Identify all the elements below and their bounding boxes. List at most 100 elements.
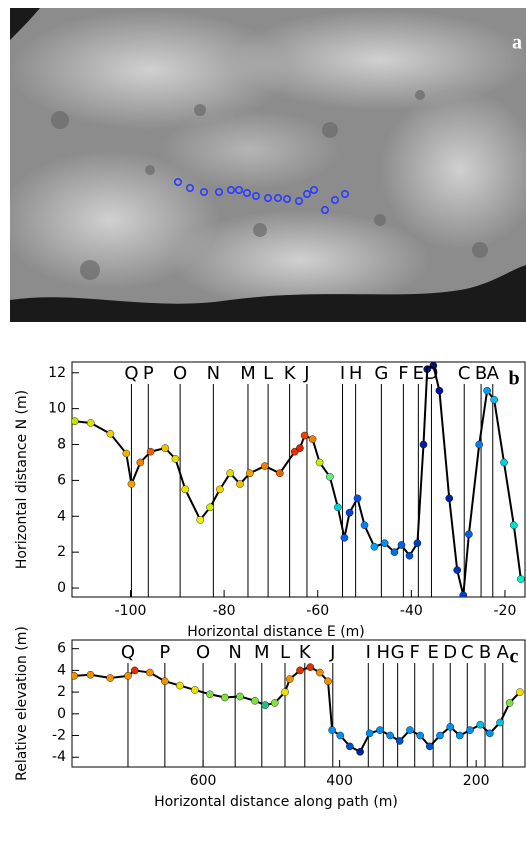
data-point bbox=[426, 743, 433, 750]
data-point bbox=[381, 540, 388, 547]
data-point bbox=[376, 726, 383, 733]
plot-area bbox=[70, 663, 523, 767]
y-tick-label: 10 bbox=[48, 401, 66, 417]
data-point bbox=[454, 566, 461, 573]
surface-image bbox=[0, 8, 526, 322]
data-point bbox=[71, 418, 78, 425]
path-marker-label: F bbox=[398, 363, 408, 384]
y-tick-label: -4 bbox=[52, 749, 66, 765]
data-line bbox=[74, 667, 520, 752]
data-point bbox=[465, 531, 472, 538]
data-point bbox=[236, 693, 243, 700]
path-marker-label: K bbox=[284, 363, 297, 384]
data-point bbox=[486, 730, 493, 737]
data-point bbox=[460, 592, 467, 599]
data-point bbox=[341, 534, 348, 541]
data-point bbox=[236, 480, 243, 487]
data-point bbox=[510, 522, 517, 529]
data-point bbox=[271, 699, 278, 706]
data-point bbox=[172, 455, 179, 462]
data-point bbox=[131, 667, 138, 674]
data-point bbox=[281, 689, 288, 696]
path-marker-label: K bbox=[299, 642, 312, 663]
data-point bbox=[326, 473, 333, 480]
path-marker-label: J bbox=[303, 363, 309, 384]
path-marker-label: D bbox=[425, 363, 439, 384]
x-tick-label: -40 bbox=[400, 603, 423, 619]
data-point bbox=[414, 540, 421, 547]
data-line bbox=[75, 366, 521, 596]
path-marker-label: C bbox=[458, 363, 471, 384]
path-marker-label: I bbox=[366, 642, 371, 663]
data-point bbox=[161, 678, 168, 685]
x-axis-title: Horizontal distance along path (m) bbox=[154, 794, 398, 810]
data-point bbox=[491, 396, 498, 403]
data-point bbox=[436, 732, 443, 739]
path-marker-label: A bbox=[487, 363, 500, 384]
data-point bbox=[316, 669, 323, 676]
data-point bbox=[227, 470, 234, 477]
x-tick-label: -100 bbox=[115, 603, 147, 619]
data-point bbox=[124, 672, 131, 679]
path-marker-label: E bbox=[413, 363, 424, 384]
path-marker-label: C bbox=[461, 642, 474, 663]
data-point bbox=[466, 726, 473, 733]
data-point bbox=[406, 726, 413, 733]
data-point bbox=[398, 541, 405, 548]
data-point bbox=[396, 737, 403, 744]
data-point bbox=[251, 697, 258, 704]
path-marker-label: F bbox=[410, 642, 420, 663]
data-point bbox=[324, 678, 331, 685]
data-point bbox=[371, 543, 378, 550]
y-axis-title: Relative elevation (m) bbox=[14, 626, 30, 781]
data-point bbox=[261, 462, 268, 469]
data-point bbox=[191, 686, 198, 693]
data-point bbox=[484, 387, 491, 394]
data-point bbox=[516, 689, 523, 696]
data-point bbox=[309, 436, 316, 443]
path-marker-label: L bbox=[280, 642, 290, 663]
data-point bbox=[446, 495, 453, 502]
y-tick-label: 0 bbox=[57, 706, 66, 722]
path-marker-label: A bbox=[497, 642, 510, 663]
path-marker-label: N bbox=[207, 363, 220, 384]
data-point bbox=[182, 486, 189, 493]
path-marker-label: H bbox=[349, 363, 363, 384]
path-marker-label: B bbox=[479, 642, 491, 663]
path-marker-label: H bbox=[377, 642, 391, 663]
data-point bbox=[337, 732, 344, 739]
data-point bbox=[346, 509, 353, 516]
data-point bbox=[87, 671, 94, 678]
path-marker-label: N bbox=[228, 642, 241, 663]
data-point bbox=[286, 675, 293, 682]
path-marker-label: E bbox=[427, 642, 438, 663]
y-tick-label: 4 bbox=[57, 508, 66, 524]
data-point bbox=[206, 504, 213, 511]
data-point bbox=[107, 430, 114, 437]
x-tick-label: 400 bbox=[326, 773, 353, 789]
data-point bbox=[87, 419, 94, 426]
data-point bbox=[354, 495, 361, 502]
path-marker-label: Q bbox=[124, 363, 138, 384]
y-tick-label: 4 bbox=[57, 662, 66, 678]
data-point bbox=[517, 575, 524, 582]
data-point bbox=[316, 459, 323, 466]
path-marker-label: J bbox=[329, 642, 335, 663]
path-marker-label: Q bbox=[121, 642, 135, 663]
path-marker-label: M bbox=[240, 363, 256, 384]
data-point bbox=[246, 470, 253, 477]
page: a 024681012-100-80-60-40-20Horizontal di… bbox=[0, 0, 526, 849]
data-point bbox=[420, 441, 427, 448]
data-point bbox=[346, 743, 353, 750]
data-point bbox=[357, 748, 364, 755]
data-point bbox=[128, 480, 135, 487]
data-point bbox=[137, 459, 144, 466]
data-point bbox=[107, 674, 114, 681]
data-point bbox=[296, 667, 303, 674]
data-point bbox=[197, 516, 204, 523]
data-point bbox=[406, 552, 413, 559]
y-tick-label: 2 bbox=[57, 684, 66, 700]
y-tick-label: 6 bbox=[57, 641, 66, 657]
data-point bbox=[301, 432, 308, 439]
data-point bbox=[216, 486, 223, 493]
